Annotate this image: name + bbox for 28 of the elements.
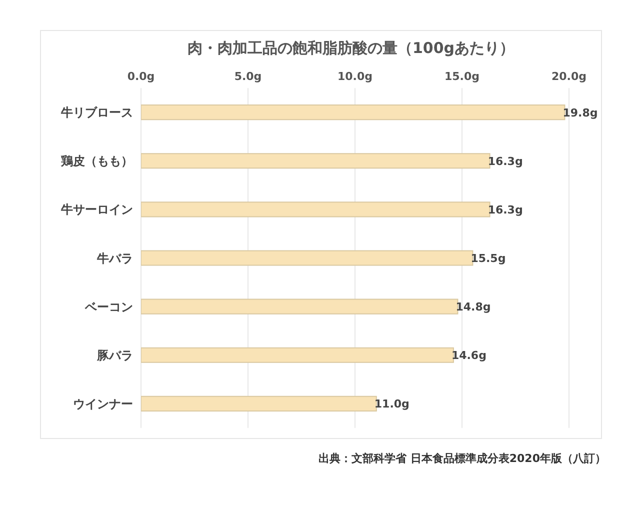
data-label: 19.8g [562,106,598,120]
y-tick-label: ウインナー [73,396,133,411]
y-tick-label: 鶏皮（もも） [60,154,133,168]
x-tick-label: 5.0g [234,70,262,83]
y-tick-label: 牛サーロイン [60,202,133,217]
bar [141,104,566,120]
bar [141,250,474,266]
x-tick-label: 10.0g [337,70,373,83]
bar [141,202,490,218]
data-label: 16.3g [488,203,523,216]
bar [141,153,490,169]
x-tick-label: 15.0g [444,70,480,83]
data-label: 16.3g [488,154,523,168]
data-label: 14.6g [451,349,486,362]
y-tick-label: 牛リブロース [60,106,133,120]
source-note: 出典：文部科学省 日本食品標準成分表2020年版（八訂） [318,451,606,466]
y-tick-label: ベーコン [84,300,133,314]
x-tick-label: 20.0g [551,70,587,83]
data-label: 15.5g [470,252,506,265]
data-label: 11.0g [374,398,410,411]
bar [141,396,377,412]
bar [141,347,454,363]
data-label: 14.8g [456,300,491,314]
x-tick-label: 0.0g [127,70,155,83]
y-tick-label: 豚バラ [96,348,133,362]
chart-title: 肉・肉加工品の飽和脂肪酸の量（100gあたり） [186,39,516,58]
y-tick-label: 牛バラ [96,251,133,266]
bar [141,298,458,314]
